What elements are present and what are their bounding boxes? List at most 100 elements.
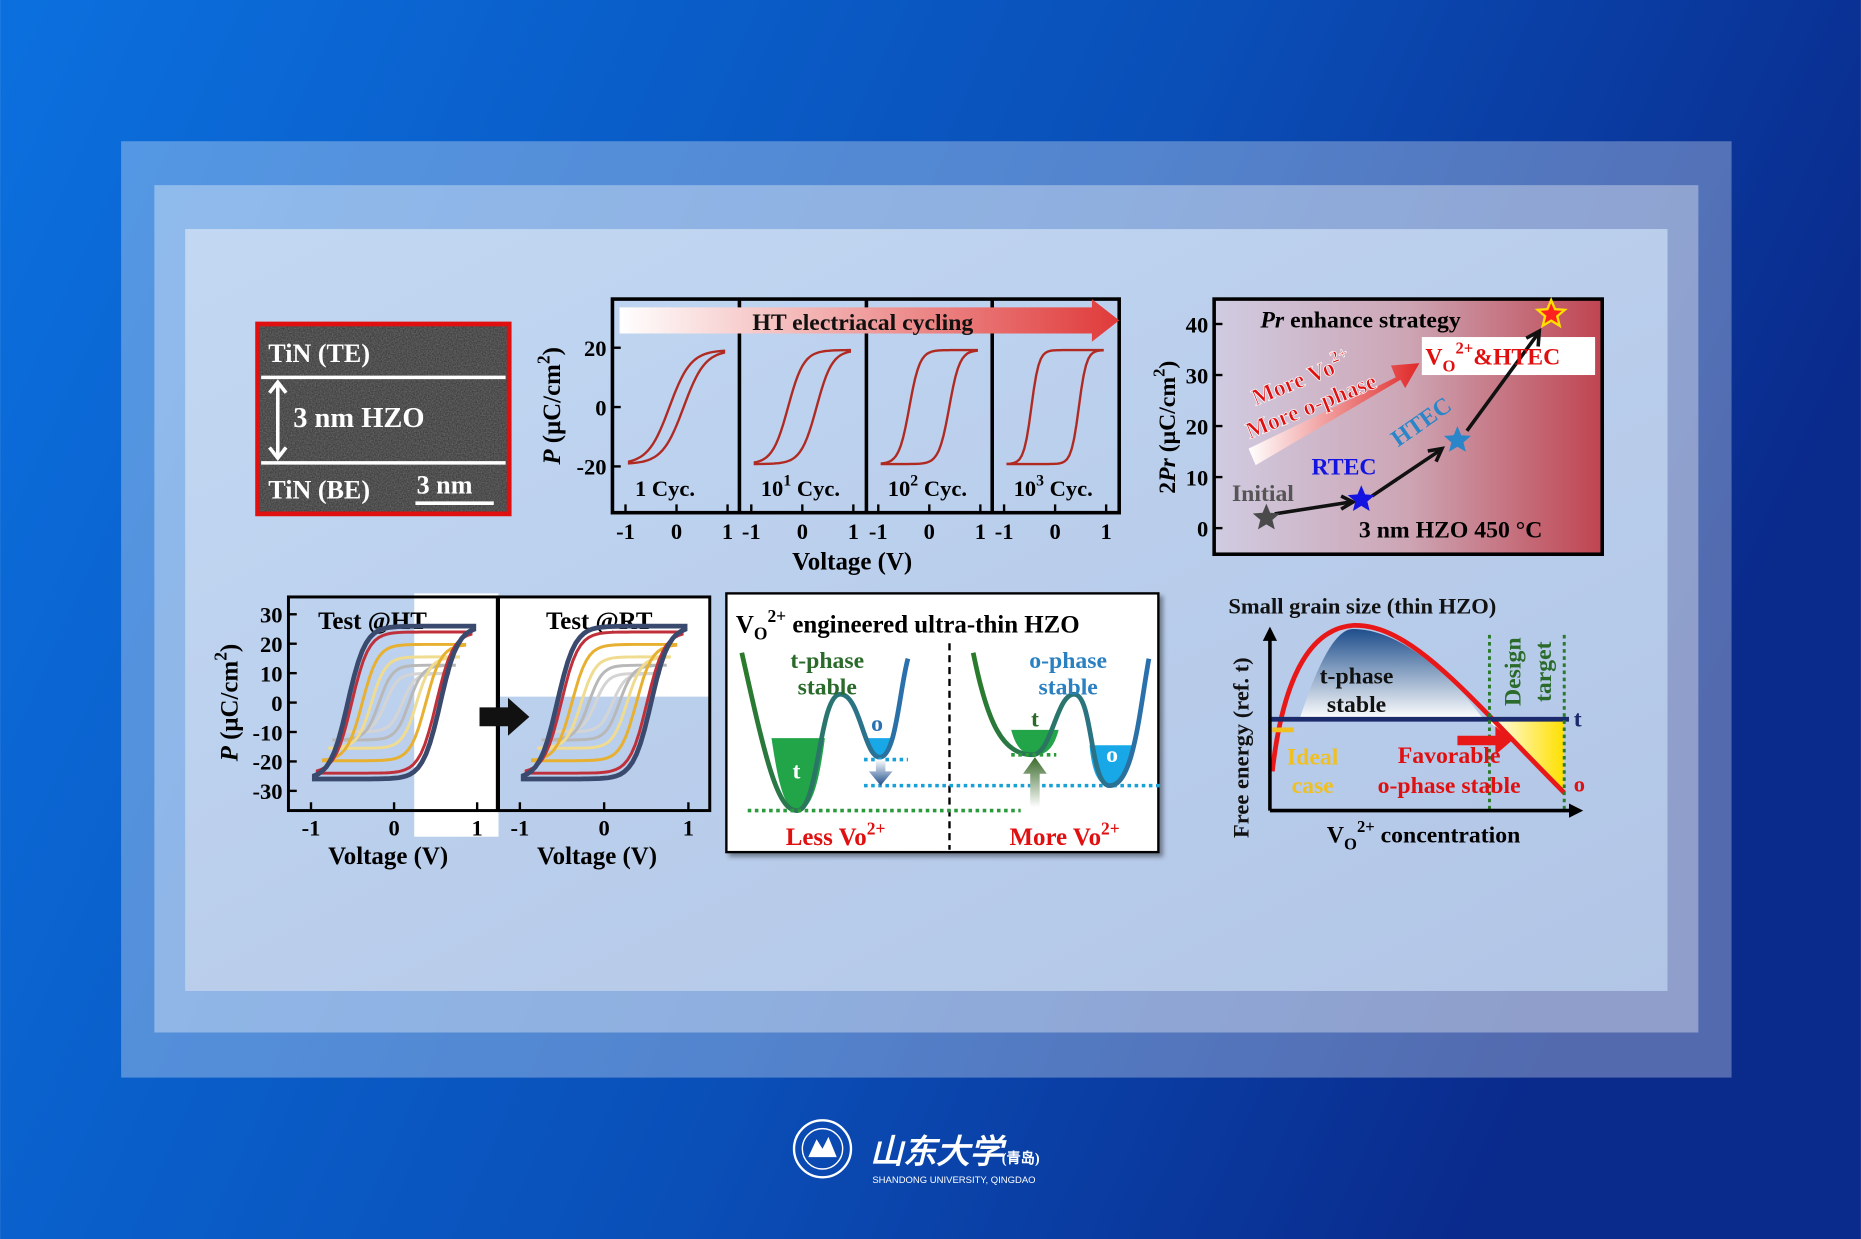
trend-arrowhead bbox=[1340, 327, 1542, 511]
hysteresis-loop bbox=[627, 349, 726, 465]
label-box bbox=[1421, 337, 1596, 376]
x-tick-label: 0 bbox=[671, 519, 682, 544]
data-star bbox=[1252, 503, 1280, 530]
point-label: Initial bbox=[1232, 481, 1294, 507]
energy-panel: Small grain size (thin HZO) t-phasestable… bbox=[1228, 594, 1585, 854]
tem-texture bbox=[257, 323, 510, 514]
data-star bbox=[1347, 485, 1375, 512]
point-label-part: &HTEC bbox=[1473, 344, 1560, 370]
panel-label: 1 Cyc. bbox=[635, 476, 695, 501]
panel-title: Pr enhance strategy bbox=[1259, 308, 1460, 334]
logo-name: 山东大学 bbox=[870, 1134, 1008, 1171]
schematic-label: t-phase bbox=[790, 648, 864, 674]
panel-label-part: 10 bbox=[761, 476, 784, 501]
y-tick-label: -20 bbox=[576, 455, 606, 480]
panel-label-part: 2 bbox=[910, 472, 918, 489]
emblem bbox=[801, 1127, 844, 1170]
y-tick-label: 10 bbox=[1186, 465, 1209, 490]
logo-campus: (青岛) bbox=[1002, 1149, 1040, 1167]
hysteresis-loop bbox=[332, 663, 456, 742]
sample-label: 3 nm HZO 450 °C bbox=[1359, 518, 1542, 544]
panel-label-part: 1 bbox=[783, 472, 791, 489]
y-tick-label: -30 bbox=[252, 779, 282, 804]
panel-label: 103 Cyc. bbox=[1014, 472, 1093, 501]
x-tick-label: 1 bbox=[848, 519, 859, 544]
layer-label: TiN (TE) bbox=[268, 339, 370, 368]
point-label: VO2+&HTEC bbox=[1425, 339, 1560, 376]
x-axis-label-part: concentration bbox=[1375, 823, 1521, 849]
y-tick-label: 30 bbox=[260, 603, 283, 628]
y-tick-label: 10 bbox=[260, 661, 283, 686]
panel-label-part: Cyc. bbox=[791, 476, 840, 501]
energy-label: Favorable bbox=[1398, 743, 1501, 769]
cycling-panel: HT electriacal cycling Voltage (V) 200-2… bbox=[534, 297, 1121, 576]
x-tick-label: 0 bbox=[599, 815, 610, 840]
thickness-arrow bbox=[268, 379, 288, 461]
tem-border bbox=[255, 321, 512, 517]
x-axis-label: VO2+ concentration bbox=[1327, 817, 1520, 854]
schematic-label: t bbox=[792, 759, 800, 785]
y-axis-label-part: P bbox=[539, 449, 566, 466]
panel-label-part: Cyc. bbox=[1044, 476, 1093, 501]
logo-english: SHANDONG UNIVERSITY, QINGDAO bbox=[872, 1175, 1035, 1186]
data-star bbox=[1443, 426, 1471, 452]
x-tick-label: 1 bbox=[975, 519, 986, 544]
x-tick-label: -1 bbox=[869, 519, 888, 544]
scale-bar-label: 3 nm bbox=[417, 471, 473, 500]
x-axis-label: Voltage (V) bbox=[792, 549, 912, 576]
energy-label: t-phase bbox=[1320, 664, 1394, 690]
point-label-part: V bbox=[1425, 344, 1442, 370]
strategy-arrow bbox=[1248, 363, 1420, 466]
axis-arrow bbox=[1568, 803, 1584, 818]
schematic-title-part: V bbox=[736, 612, 754, 639]
x-tick-label: -1 bbox=[510, 815, 529, 840]
caption-part: More Vo bbox=[1009, 824, 1101, 851]
x-tick-label: 1 bbox=[1101, 519, 1112, 544]
energy-label: o bbox=[1574, 772, 1585, 797]
panel-label-part: 10 bbox=[1014, 476, 1037, 501]
y-tick-label: -10 bbox=[252, 720, 282, 745]
y-axis-label-part: (μC/cm bbox=[216, 661, 243, 747]
energy-well bbox=[739, 652, 911, 813]
x-tick-label: 0 bbox=[388, 815, 399, 840]
panel-title-part: Pr bbox=[1259, 308, 1284, 334]
schematic-title-part: engineered ultra-thin HZO bbox=[786, 612, 1080, 639]
hysteresis-loop bbox=[547, 672, 661, 734]
hysteresis-loop bbox=[321, 642, 467, 763]
y-tick-label: 20 bbox=[584, 336, 607, 361]
x-axis-label-part: V bbox=[1327, 823, 1344, 849]
layer-label: TiN (BE) bbox=[268, 475, 370, 504]
axis-arrow bbox=[1262, 626, 1278, 641]
energy-label: stable bbox=[1327, 692, 1386, 718]
y-tick-label: 20 bbox=[260, 632, 283, 657]
panel-label-part: Cyc. bbox=[918, 476, 967, 501]
energy-label: t bbox=[1574, 706, 1582, 732]
hysteresis-loop bbox=[311, 623, 477, 782]
hysteresis-loop bbox=[338, 672, 451, 734]
transition-arrow bbox=[479, 697, 530, 736]
energy-label: Free energy (ref. t) bbox=[1229, 657, 1254, 838]
y-tick-label: 0 bbox=[271, 691, 282, 716]
y-axis-label-part: ) bbox=[216, 644, 243, 652]
y-axis-label-part: Pr bbox=[1155, 457, 1181, 482]
hump-fill bbox=[1299, 628, 1484, 720]
schematic-label: stable bbox=[798, 674, 857, 700]
panel-label: 101 Cyc. bbox=[761, 472, 840, 501]
x-tick-label: 0 bbox=[1049, 519, 1060, 544]
hysteresis-loop bbox=[328, 655, 461, 750]
panel-title-part: enhance strategy bbox=[1284, 308, 1461, 334]
x-axis-label-part: O bbox=[1344, 835, 1357, 854]
test-panel: Test @HT Test @RT Voltage (V) Voltage (V… bbox=[211, 593, 712, 870]
schematic-panel: VO2+ engineered ultra-thin HZOt-phasesta… bbox=[725, 592, 1164, 854]
schematic-label: o bbox=[871, 711, 883, 737]
hysteresis-loop bbox=[1006, 348, 1104, 466]
hysteresis-loop bbox=[541, 663, 667, 742]
panel-label: 102 Cyc. bbox=[888, 472, 967, 501]
y-tick-label: 0 bbox=[1197, 516, 1208, 541]
x-tick-label: -1 bbox=[616, 519, 635, 544]
schematic-title-part: O bbox=[754, 624, 768, 644]
energy-well bbox=[970, 652, 1152, 789]
